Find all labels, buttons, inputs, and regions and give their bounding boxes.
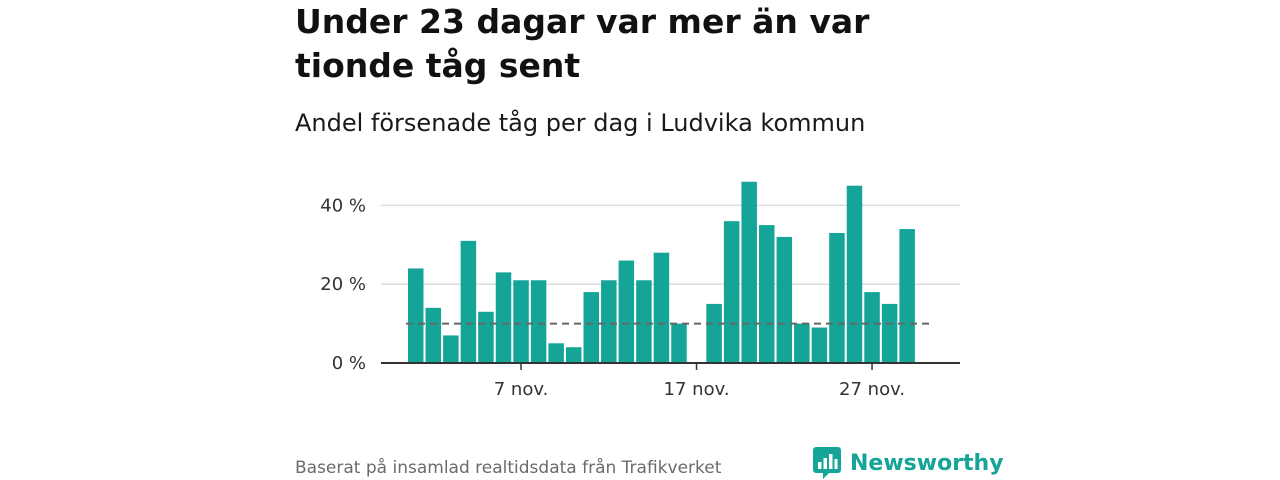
bar	[601, 280, 617, 363]
bar	[829, 232, 845, 363]
source-note: Baserat på insamlad realtidsdata från Tr…	[295, 458, 722, 478]
bar	[443, 335, 459, 363]
chart-title: Under 23 dagar var mer än var tionde tåg…	[295, 2, 870, 85]
bar	[741, 181, 757, 363]
y-tick-label: 20 %	[320, 274, 366, 295]
brand-name: Newsworthy	[850, 450, 1004, 476]
bar	[618, 260, 635, 363]
bar	[759, 225, 775, 363]
bar	[478, 311, 494, 363]
bar	[811, 327, 828, 363]
x-tick-label: 17 nov.	[664, 379, 730, 400]
bar	[548, 343, 564, 363]
bar	[565, 347, 582, 363]
bar	[881, 303, 898, 363]
brand-logo: Newsworthy	[813, 446, 1004, 480]
x-tick-label: 7 nov.	[494, 379, 549, 400]
y-tick-label: 40 %	[320, 195, 366, 216]
newsworthy-logo-icon	[813, 447, 841, 479]
bar	[583, 292, 599, 363]
bar	[653, 252, 670, 363]
bar	[460, 240, 477, 363]
bar	[671, 323, 687, 363]
chart-card: Under 23 dagar var mer än var tionde tåg…	[295, 0, 1004, 480]
bar	[495, 272, 512, 363]
bar	[846, 185, 863, 363]
bar	[706, 303, 722, 363]
bar	[864, 292, 880, 363]
bar	[776, 236, 793, 363]
y-tick-label: 0 %	[332, 353, 366, 374]
bar	[530, 280, 547, 363]
bar	[723, 221, 740, 363]
bar	[899, 229, 915, 363]
x-tick-label: 27 nov.	[839, 379, 905, 400]
bar	[636, 280, 652, 363]
bar	[408, 268, 424, 363]
bar-chart: 0 % 20 % 40 % 7 nov. 17 nov. 27 nov.	[320, 181, 960, 400]
bar	[513, 280, 529, 363]
chart-subtitle: Andel försenade tåg per dag i Ludvika ko…	[295, 109, 866, 137]
bar	[425, 307, 442, 363]
bar	[794, 323, 810, 363]
